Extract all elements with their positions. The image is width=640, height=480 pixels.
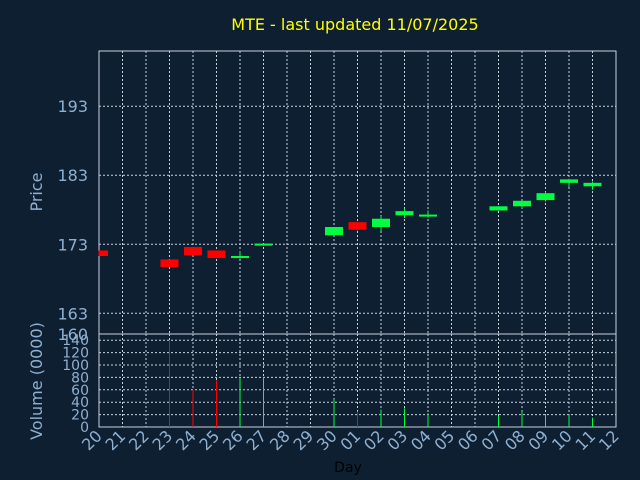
volume-tick-label: 0 [80,420,89,436]
price-axis-label: Price [27,172,46,211]
x-ticks: 2021222324252627282930010203040506070809… [78,426,623,454]
volume-tick-label: 120 [62,346,89,362]
price-tick-label: 173 [57,235,88,254]
candle-body [325,227,343,236]
chart-title: MTE - last updated 11/07/2025 [231,15,478,34]
price-tick-label: 163 [57,304,88,323]
candle-body [513,200,531,207]
candle-body [395,211,414,216]
volume-tick-label: 140 [62,333,89,349]
candle-body [184,247,202,256]
candle-body [207,250,226,259]
candle-body [560,179,578,183]
candle-body [160,259,179,268]
candle-body [231,256,249,259]
volume-tick-label: 60 [71,383,89,399]
candle-body [372,218,390,228]
volume-tick-label: 20 [71,408,89,424]
candle-body [254,243,273,246]
candle-body [419,214,437,217]
volume-tick-label: 80 [71,370,89,386]
candle-body [489,206,508,211]
volume-axis-label: Volume (0000) [27,322,46,440]
price-panel: 193 183 173 163 160 Price [27,50,617,344]
x-axis-label: Day [334,460,362,476]
volume-bars [169,340,593,427]
candles [98,178,602,268]
price-tick-label: 193 [57,97,88,116]
price-tick-label: 160 [57,325,88,344]
candle-body [583,182,602,187]
volume-tick-label: 100 [62,358,89,374]
volume-tick-label: 40 [71,395,89,411]
price-grid [99,51,616,334]
price-ticks: 193 183 173 163 160 [57,97,88,344]
candle-body [348,222,367,230]
price-tick-label: 183 [57,166,88,185]
candle-body [536,193,555,201]
candle-body [99,250,108,257]
